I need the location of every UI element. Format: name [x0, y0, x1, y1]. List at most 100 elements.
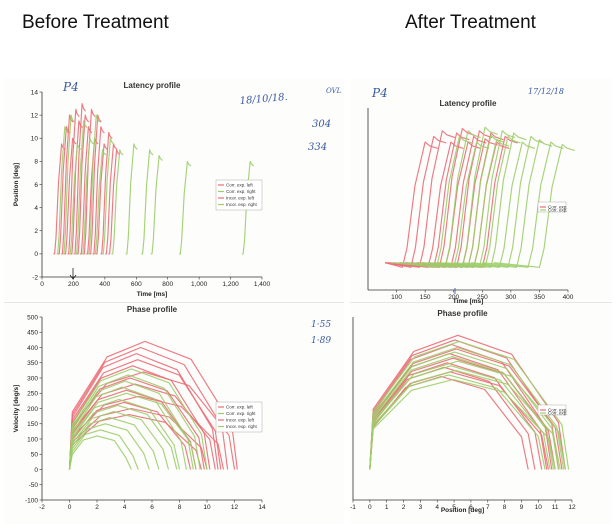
before-phase-ytick-label: 0	[34, 467, 38, 474]
before-latency-green-trace	[75, 120, 88, 255]
before-phase-ytick-label: 250	[27, 391, 38, 398]
after-latency-red-trace	[384, 135, 447, 268]
before-phase-xtick-label: 12	[231, 504, 239, 511]
after-phase-xtick-label: 3	[419, 504, 423, 511]
before-latency-ytick-label: 4	[34, 205, 38, 212]
before-phase-ytick-label: 500	[27, 314, 38, 321]
after-phase-xtick-label: 2	[402, 504, 406, 511]
before-latency-legend-label: Corr. exp. left	[226, 183, 254, 188]
after-phase-xtick-label: 5	[452, 504, 456, 511]
before-334-note: 334	[308, 142, 327, 153]
after-phase-xtick-label: 0	[368, 504, 372, 511]
after-phase-xtick-label: 9	[520, 504, 524, 511]
after-phase-legend-label: Corr. exp.	[548, 411, 568, 416]
before-latency-red-trace	[67, 108, 80, 255]
after-phase-title: Phase profile	[437, 309, 488, 318]
before-latency-green-trace	[141, 149, 154, 255]
after-phase-xtick-label: -1	[350, 504, 356, 511]
after-phase-red-trace	[369, 334, 566, 470]
after-latency-xtick-label: 250	[477, 294, 488, 301]
before-latency-xtick-label: 0	[40, 281, 44, 288]
after-latency-green-trace	[470, 139, 553, 268]
after-phase-legend-label: Corr. exp.	[548, 408, 568, 413]
after-latency-xtick-label: 300	[505, 294, 516, 301]
after-phase-green-trace	[369, 340, 570, 470]
after-phase-xtick-label: 10	[535, 504, 543, 511]
before-latency-xtick-label: 1,200	[222, 281, 239, 288]
after-latency-xtick-label: 100	[391, 294, 402, 301]
before-phase-xtick-label: 0	[68, 504, 72, 511]
before-latency-green-trace	[102, 137, 115, 255]
before-latency-xtick-label: 1,400	[254, 281, 271, 288]
after-phase-xtick-label: 8	[503, 504, 507, 511]
before-latency-xtick-label: 200	[68, 281, 79, 288]
before-phase-ytick-label: 50	[31, 452, 39, 459]
after-phase-green-trace	[369, 356, 555, 470]
after-latency-xlabel: Time [ms]	[453, 298, 484, 305]
before-latency-legend-label: Incor. exp. right	[226, 202, 258, 207]
before-phase-red-trace	[68, 353, 219, 470]
before-latency-ytick-label: 2	[34, 228, 38, 235]
after-phase-green-trace	[369, 369, 561, 470]
after-scan-background	[350, 78, 612, 524]
after-latency-legend-label: Corr. exp.	[548, 205, 568, 210]
before-phase-green-trace	[68, 423, 150, 470]
before-latency-legend-label: Incor. exp. left	[226, 196, 255, 201]
before-phase-green-trace	[68, 429, 139, 470]
after-latency-xtick-label: 400	[563, 294, 574, 301]
before-phase-ytick-label: -100	[25, 497, 38, 504]
after-latency-legend-label: Corr. exp.	[548, 208, 568, 213]
before-latency-ytick-label: 12	[31, 112, 39, 119]
before-phase-title: Phase profile	[127, 305, 178, 314]
before-latency-red-trace	[73, 103, 86, 255]
before-phase-xtick-label: 2	[95, 504, 99, 511]
before-latency-arrow-icon	[69, 268, 77, 280]
before-latency-red-trace	[108, 149, 121, 255]
before-latency-xtick-label: 800	[162, 281, 173, 288]
after-latency-green-trace	[390, 135, 473, 268]
before-phase-ytick-label: 350	[27, 360, 38, 367]
after-phase-xtick-label: 1	[385, 504, 389, 511]
before-latency-xlabel: Time [ms]	[137, 291, 168, 298]
before-latency-green-trace	[179, 160, 192, 255]
before-separator	[4, 302, 344, 303]
after-phase-legend-box	[537, 404, 567, 416]
before-latency-green-trace	[62, 114, 75, 255]
before-latency-red-trace	[105, 143, 118, 255]
before-phase-legend-label: Incor. exp. left	[226, 418, 255, 423]
before-latency-green-trace	[125, 143, 138, 255]
before-304-note: 304	[312, 119, 331, 130]
before-phase-ytick-label: 450	[27, 330, 38, 337]
before-phase-green-trace	[68, 374, 201, 470]
before-latency-legend-label: Corr. exp. right	[226, 189, 256, 194]
after-separator	[350, 302, 612, 303]
after-latency-green-trace	[445, 132, 527, 268]
before-phase-ytick-label: 300	[27, 375, 38, 382]
before-latency-ytick-label: 0	[34, 251, 38, 258]
before-ovl-note: OVL	[326, 87, 342, 95]
before-latency-green-trace	[150, 155, 163, 255]
before-phase-ytick-label: 400	[27, 345, 38, 352]
after-phase-green-trace	[369, 374, 546, 470]
after-date-note: 17/12/18	[528, 87, 564, 96]
after-phase-green-trace	[369, 346, 565, 470]
after-latency-green-trace	[482, 141, 564, 268]
after-latency-red-trace	[384, 141, 438, 268]
after-phase-xtick-label: 11	[552, 504, 559, 511]
after-latency-red-trace	[385, 141, 464, 268]
before-latency-red-trace	[89, 114, 102, 255]
before-latency-red-trace	[100, 131, 113, 255]
before-phase-green-trace	[68, 386, 187, 470]
before-treatment-heading: Before Treatment	[22, 12, 169, 33]
after-latency-green-trace	[493, 143, 576, 268]
after-phase-xtick-label: 4	[435, 504, 439, 511]
before-phase-legend-label: Incor. exp. right	[226, 424, 258, 429]
after-latency-red-trace	[385, 130, 456, 268]
after-latency-legend-box	[537, 201, 567, 213]
before-date-note: 18/10/18.	[239, 92, 288, 107]
before-latency-ytick-label: 10	[31, 136, 39, 143]
after-latency-title: Latency profile	[440, 99, 497, 108]
before-latency-green-trace	[81, 137, 94, 255]
after-phase-green-trace	[369, 351, 560, 470]
